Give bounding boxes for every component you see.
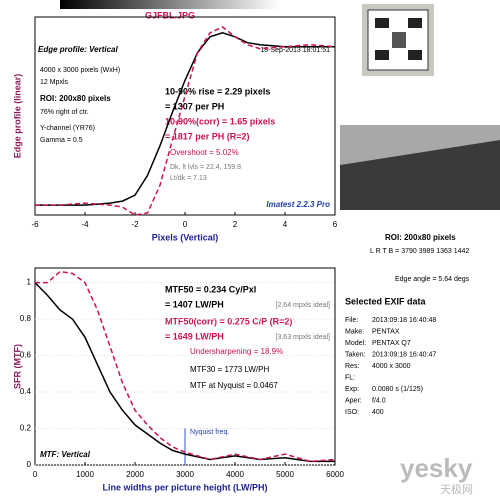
series-line [35,32,335,206]
annotation: MTF at Nyquist = 0.0467 [190,381,278,390]
watermark: 天极网 [440,482,473,496]
edge-angle: Edge angle = 5.64 degs [395,276,470,283]
y-tick-label: 0.2 [20,424,32,433]
annotation: Edge profile: Vertical [38,45,119,54]
exif-label: FL: [345,374,355,381]
annotation: 76% right of ctr. [40,109,89,116]
x-tick-label: 6000 [326,470,344,479]
y-tick-label: 0 [27,460,32,469]
x-axis-label: Pixels (Vertical) [152,232,219,242]
x-tick-label: 3000 [176,470,194,479]
exif-label: ISO: [345,409,359,416]
annotation: Gamma = 0.5 [40,137,83,144]
edge-crop [340,125,500,210]
exif-value: 0.0080 s (1/125) [372,386,423,393]
y-tick-label: 1 [27,278,32,287]
y-tick-label: 0.4 [20,387,32,396]
mtf-chart: MTF50 = 0.234 Cy/Pxl = 1407 LW/PH [2.64 … [12,267,344,492]
annotation: Imatest 2.2.3 Pro [266,200,330,209]
exif-label: Aper: [345,397,362,404]
annotation: MTF30 = 1773 LW/PH [190,365,269,374]
x-tick-label: -4 [81,220,89,229]
annotation: Dk, lt lvls = 22.4, 159.8 [170,164,241,171]
annotation: Overshoot = 5.02% [170,148,239,157]
x-tick-label: -2 [131,220,139,229]
exif-value: PENTAX Q7 [372,340,411,347]
exif-value: PENTAX [372,328,400,335]
annotation: Lt/dk = 7.13 [170,175,207,182]
exif-value: 2013:09:18 16:40:47 [372,351,436,358]
x-tick-label: 2000 [126,470,144,479]
annotation: = 1307 per PH [165,101,224,111]
series-line [35,270,336,463]
exif-label: Exp: [345,386,359,393]
exif-label: Model: [345,340,366,347]
x-tick-label: 2 [233,220,238,229]
y-tick-label: 0.8 [20,314,32,323]
x-tick-label: 1000 [76,470,94,479]
annotation: = 1817 per PH (R=2) [165,131,250,141]
series-line [35,26,336,216]
annotation: MTF50(corr) = 0.275 C/P (R=2) [165,316,292,326]
y-tick-label: 0.6 [20,351,32,360]
annotation: 10-90% rise = 2.29 pixels [165,86,270,96]
x-tick-label: -6 [31,220,39,229]
x-tick-label: 6 [333,220,338,229]
file-title: GJFBL.JPG [145,10,195,20]
y-axis-label: SFR (MTF) [12,344,22,389]
exif-value: f/4.0 [372,397,386,404]
test-chart-thumbnail [362,4,434,76]
x-axis-label: Line widths per picture height (LW/PH) [102,482,267,492]
gradient-bar [60,0,280,9]
lrtb: L R T B = 3790 3989 1363 1442 [370,248,469,255]
annotation: MTF: Vertical [40,450,91,459]
annotation: Nyquist freq. [190,429,229,436]
exif-table: File: 2013:09:18 16:40:48 Make: PENTAX Model… [345,317,436,416]
annotation: Y-channel (YR76) [40,125,95,132]
annotation: Undersharpening = 18.9% [190,347,283,356]
annotation: = 1649 LW/PH [165,331,224,341]
x-tick-label: 4000 [226,470,244,479]
x-tick-label: 4 [283,220,288,229]
x-tick-label: 5000 [276,470,294,479]
exif-title: Selected EXIF data [345,296,427,306]
exif-label: File: [345,317,358,324]
exif-label: Make: [345,328,364,335]
annotation: ROI: 200x80 pixels [40,94,111,103]
annotation: [2.64 mpxls ideal] [276,302,331,309]
exif-label: Res: [345,363,359,370]
annotation: 10-90%(corr) = 1.65 pixels [165,116,275,126]
annotation: 18-Sep-2013 18:01:51 [260,47,330,54]
watermark: yesky [400,453,473,483]
annotation: 4000 x 3000 pixels (WxH) [40,67,120,74]
edge-chart: Edge profile: Vertical 18-Sep-2013 18:01… [12,16,338,242]
y-axis-label: Edge profile (linear) [12,74,22,159]
exif-label: Taken: [345,351,366,358]
exif-value: 2013:09:18 16:40:48 [372,317,436,324]
x-tick-label: 0 [33,470,38,479]
roi: ROI: 200x80 pixels [385,233,456,242]
annotation: MTF50 = 0.234 Cy/Pxl [165,284,256,294]
exif-value: 4000 x 3000 [372,363,411,370]
annotation: [3.63 mpxls ideal] [276,334,331,341]
exif-value: 400 [372,409,384,416]
annotation: 12 Mpxls [40,79,69,86]
x-tick-label: 0 [183,220,188,229]
annotation: = 1407 LW/PH [165,299,224,309]
